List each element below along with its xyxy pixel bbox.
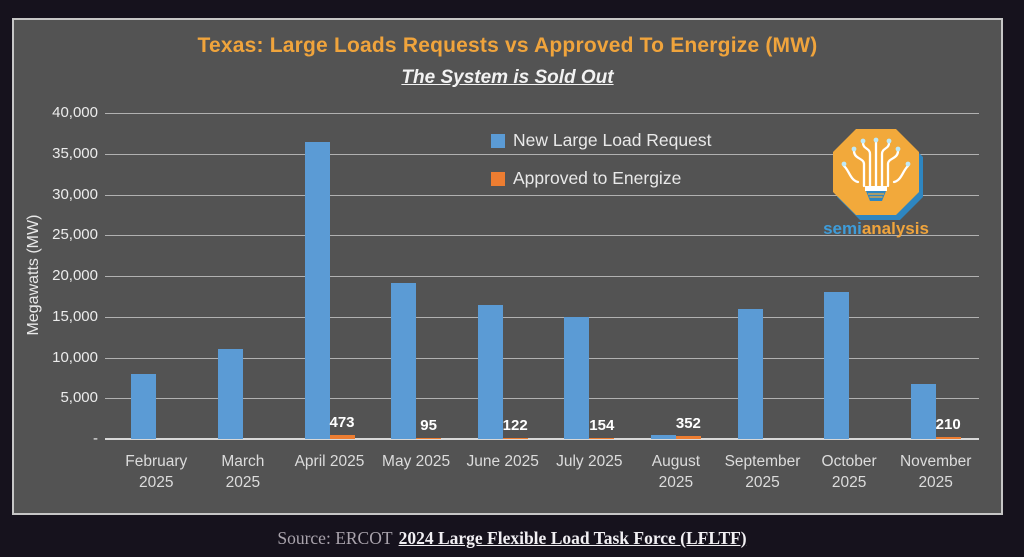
gridline — [105, 194, 979, 196]
y-tick-label: 5,000 — [60, 389, 98, 407]
approved-data-label: 210 — [935, 416, 961, 434]
chart-subtitle: The System is Sold Out — [401, 67, 614, 88]
legend-item-new-large-load-request: New Large Load Request — [491, 130, 711, 151]
gridline — [105, 235, 979, 237]
x-tick-label: August 2025 — [651, 453, 701, 491]
gridline — [105, 398, 979, 400]
y-tick-label: 15,000 — [52, 307, 98, 325]
request-bar — [304, 141, 330, 439]
request-bar — [217, 349, 243, 439]
circuit-tree-icon — [842, 140, 910, 188]
request-bar — [910, 383, 936, 439]
x-tick-label: June 2025 — [466, 453, 539, 470]
approved-bar — [329, 435, 355, 439]
x-tick-label: February 2025 — [125, 453, 188, 491]
approved-bar — [589, 437, 615, 439]
x-tick-label: May 2025 — [382, 453, 451, 470]
x-tick-label: September 2025 — [724, 453, 801, 491]
logo-wordmark: semianalysis — [823, 219, 929, 238]
chart-legend: New Large Load Request Approved to Energ… — [491, 130, 711, 206]
request-bar — [391, 282, 417, 439]
y-tick-label: 10,000 — [52, 348, 98, 366]
chart-title: Texas: Large Loads Requests vs Approved … — [197, 34, 818, 57]
approved-data-label: 122 — [502, 416, 528, 434]
request-bar — [824, 292, 850, 439]
chart-panel: Texas: Large Loads Requests vs Approved … — [12, 18, 1003, 515]
x-tick-label: March 2025 — [221, 453, 265, 491]
approved-bar — [502, 437, 528, 439]
y-tick-label: 40,000 — [52, 104, 98, 121]
y-tick-label: 20,000 — [52, 267, 98, 284]
x-tick-label: April 2025 — [294, 453, 365, 470]
approved-bar — [675, 436, 701, 439]
x-tick-label: July 2025 — [556, 453, 623, 470]
approved-bar — [935, 437, 961, 439]
gridline — [105, 276, 979, 277]
request-bar — [650, 435, 676, 439]
source-link[interactable]: 2024 Large Flexible Load Task Force (LFL… — [398, 527, 747, 548]
bulb-base — [865, 186, 887, 201]
approved-data-label: 154 — [589, 416, 615, 434]
gridline — [105, 357, 979, 359]
y-tick-label: 35,000 — [52, 144, 98, 162]
x-tick-label: November 2025 — [899, 453, 972, 491]
logo-badge — [833, 129, 923, 220]
y-tick-label: 30,000 — [52, 185, 98, 203]
legend-label: Approved to Energize — [513, 168, 682, 188]
y-tick-label: 25,000 — [52, 226, 98, 244]
gridline — [105, 113, 979, 114]
request-bar — [131, 373, 157, 439]
approved-data-label: 352 — [675, 415, 701, 433]
circuit-dots — [841, 137, 911, 167]
request-bar — [477, 304, 503, 439]
approved-data-label: 473 — [329, 414, 355, 432]
semianalysis-logo: semianalysis — [820, 120, 930, 246]
legend-label: New Large Load Request — [513, 130, 712, 150]
source-prefix: Source: ERCOT — [277, 527, 393, 548]
legend-swatch-blue — [491, 133, 505, 148]
source-line: Source: ERCOT 2024 Large Flexible Load T… — [0, 521, 1024, 555]
gridline — [105, 153, 979, 155]
gridline — [105, 316, 979, 318]
legend-item-approved-to-energize: Approved to Energize — [491, 168, 711, 189]
x-tick-label: October 2025 — [821, 453, 877, 491]
request-bar — [564, 316, 590, 439]
approved-bar — [416, 437, 442, 439]
y-tick-label: - — [93, 430, 98, 447]
legend-swatch-orange — [491, 171, 505, 186]
plot-area: - 5,000 10,000 15,000 20,000 25,000 30,000 35,0… — [52, 104, 979, 491]
request-bar — [737, 308, 763, 439]
x-axis-line — [105, 438, 979, 440]
approved-data-label: 95 — [420, 416, 437, 434]
